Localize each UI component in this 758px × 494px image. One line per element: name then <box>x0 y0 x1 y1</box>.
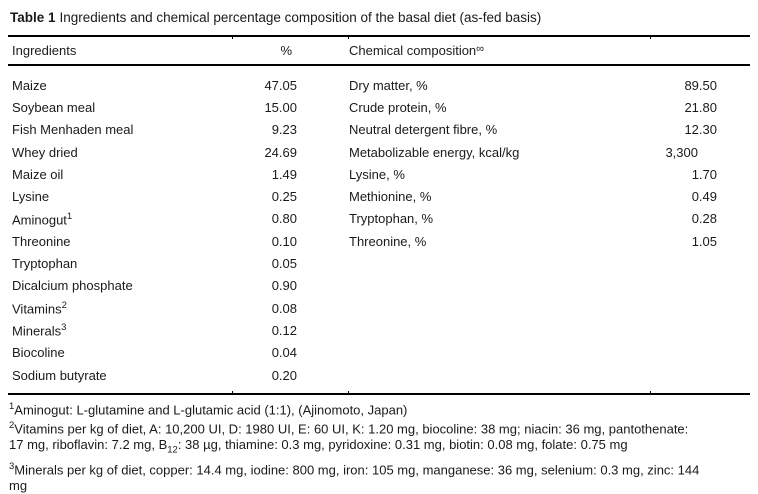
chemical-value: 1.05 <box>691 233 717 249</box>
column-divider-tick <box>232 391 233 394</box>
ingredient-name: Aminogut1 <box>12 210 73 228</box>
column-divider-tick <box>232 37 233 39</box>
ingredient-percent-value: 0.12 <box>271 322 297 338</box>
column-divider-tick <box>650 37 651 39</box>
ingredient-name: Soybean meal <box>12 99 96 115</box>
footnote-marker: 1 <box>9 401 15 413</box>
ingredient-name: Sodium butyrate <box>12 367 107 383</box>
footnote: 3Minerals per kg of diet, copper: 14.4 m… <box>9 460 700 493</box>
ingredient-percent-value: 0.08 <box>271 300 297 316</box>
chemical-value: 89.50 <box>684 77 717 93</box>
footnote-marker: 3 <box>61 322 67 334</box>
ingredient-percent-value: 1.49 <box>271 166 297 182</box>
paper-page: Table 1 Ingredients and chemical percenta… <box>0 9 758 493</box>
ingredient-name: Maize <box>12 77 47 93</box>
ingredient-percent-value: 9.23 <box>271 122 297 138</box>
footnote-marker: 3 <box>9 460 15 472</box>
chemical-name: Neutral detergent fibre, % <box>349 122 498 138</box>
ingredient-percent-value: 0.20 <box>271 367 297 383</box>
ingredient-percent-value: 47.05 <box>264 77 297 93</box>
chemical-value: 0.49 <box>691 189 717 205</box>
header-chemical-composition: Chemical composition∞ <box>348 43 750 58</box>
ingredient-name: Biocoline <box>12 345 65 361</box>
table-footnotes: 1Aminogut: L-glutamine and L-glutamic ac… <box>9 399 750 494</box>
chemical-name: Threonine, % <box>349 233 427 249</box>
chemical-value: 3,300 <box>665 144 698 160</box>
ingredient-percent-value: 0.05 <box>271 256 297 272</box>
chemical-value: 21.80 <box>684 99 717 115</box>
chemical-name: Crude protein, % <box>349 99 447 115</box>
footnote: 2Vitamins per kg of diet, A: 10,200 UI, … <box>9 420 689 456</box>
table-body: Maize 47.05 Dry matter, % 89.50 Soybean meal… <box>8 66 750 393</box>
ingredient-name: Vitamins2 <box>12 299 67 317</box>
header-ingredients: Ingredients <box>12 43 77 58</box>
chemical-name: Methionine, % <box>349 189 432 205</box>
ingredient-name: Tryptophan <box>12 256 78 272</box>
header-underline-rule <box>8 64 750 66</box>
header-chemical-composition-text: Chemical composition <box>349 43 477 58</box>
chemical-name: Lysine, % <box>349 166 405 182</box>
chemical-name: Tryptophan, % <box>349 211 434 227</box>
footnote-marker: 2 <box>9 420 15 432</box>
ingredient-percent-value: 0.04 <box>271 345 297 361</box>
footnote-marker: 2 <box>61 299 67 311</box>
subscript-text: 12 <box>167 445 178 456</box>
table-header-row: Ingredients % Chemical composition∞ <box>8 37 750 64</box>
ingredient-percent-value: 24.69 <box>264 144 297 160</box>
chemical-value: 0.28 <box>691 211 717 227</box>
ingredient-name: Fish Menhaden meal <box>12 122 134 138</box>
table-bottom-rule <box>8 391 750 396</box>
chemical-name: Dry matter, % <box>349 77 428 93</box>
table-caption: Table 1 Ingredients and chemical percenta… <box>10 9 750 26</box>
ingredient-percent-value: 0.25 <box>271 189 297 205</box>
column-divider-tick <box>650 391 651 394</box>
footnote-marker: 1 <box>66 210 73 222</box>
infinity-footnote-symbol: ∞ <box>476 43 484 55</box>
chemical-value: 1.70 <box>691 166 717 182</box>
table-top-rule <box>8 35 750 39</box>
ingredient-percent-value: 0.80 <box>271 211 297 227</box>
column-divider-tick <box>348 391 349 394</box>
ingredient-percent-value: 0.90 <box>271 278 297 294</box>
ingredient-name: Dicalcium phosphate <box>12 278 133 294</box>
footnote: 1Aminogut: L-glutamine and L-glutamic ac… <box>9 401 408 418</box>
table-caption-label: Table 1 <box>10 10 56 25</box>
header-percent: % <box>280 43 292 58</box>
ingredient-name: Threonine <box>12 233 71 249</box>
ingredient-name: Whey dried <box>12 144 78 160</box>
ingredient-name: Maize oil <box>12 166 64 182</box>
ingredient-name: Lysine <box>12 189 50 205</box>
ingredient-name: Minerals3 <box>12 322 67 339</box>
chemical-value: 12.30 <box>684 122 717 138</box>
chemical-name: Metabolizable energy, kcal/kg <box>349 144 520 160</box>
table-caption-text: Ingredients and chemical percentage comp… <box>59 10 542 25</box>
ingredient-percent-value: 0.10 <box>271 233 297 249</box>
ingredient-percent-value: 15.00 <box>264 99 297 115</box>
column-divider-tick <box>348 37 349 39</box>
